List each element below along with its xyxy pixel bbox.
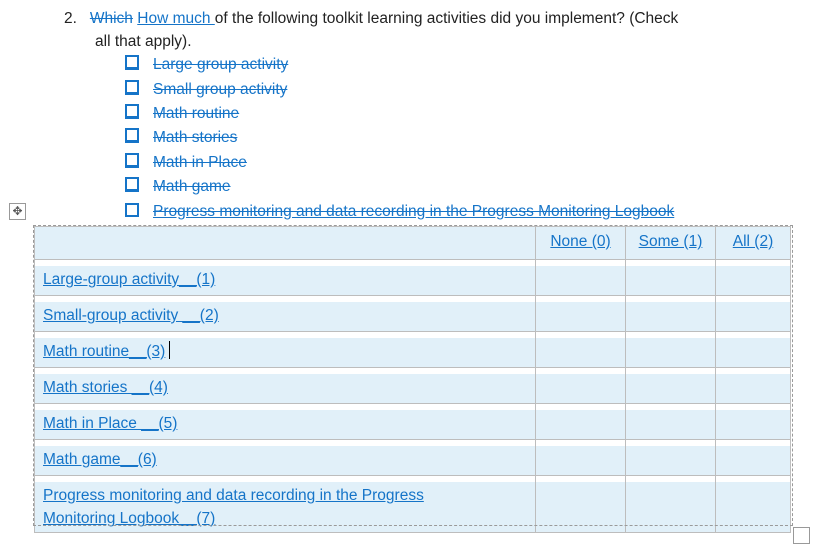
table-row: Progress monitoring and data recording i…	[34, 475, 791, 533]
checkbox-icon[interactable]	[125, 104, 139, 119]
checklist-item: Math game	[125, 177, 231, 197]
checklist-item: Large group activity	[125, 55, 288, 75]
activities-table: None (0) Some (1) All (2) Large-group ac…	[34, 226, 791, 533]
table-header-row: None (0) Some (1) All (2)	[34, 226, 791, 260]
inserted-text: How much	[137, 10, 215, 27]
table-row: Math game__(6)	[34, 439, 791, 476]
table-row: Large-group activity__(1)	[34, 259, 791, 296]
checkbox-icon[interactable]	[125, 80, 139, 95]
table-row: Small-group activity __(2)	[34, 295, 791, 332]
checkbox-icon[interactable]	[125, 203, 139, 217]
checklist-item: Math routine	[125, 104, 239, 124]
header-all: All (2)	[732, 233, 774, 250]
checkbox-icon[interactable]	[125, 128, 139, 143]
question-number: 2.	[64, 10, 77, 27]
table-row: Math routine__(3)	[34, 331, 791, 368]
header-none: None (0)	[550, 233, 611, 250]
checklist-item: Small group activity	[125, 80, 287, 100]
table-row: Math in Place __(5)	[34, 403, 791, 440]
text-cursor	[169, 341, 171, 359]
deleted-text: Which	[89, 10, 133, 27]
checklist-item: Math in Place	[125, 153, 247, 173]
resize-handle-icon[interactable]	[793, 527, 810, 544]
checklist-item: Math stories	[125, 128, 237, 148]
question-text: of the following toolkit learning activi…	[214, 10, 679, 27]
checklist-item: Progress monitoring and data recording i…	[125, 202, 674, 222]
table-row: Math stories __(4)	[34, 367, 791, 404]
question-line-1: 2. Which How much of the following toolk…	[64, 8, 678, 30]
header-some: Some (1)	[638, 233, 703, 250]
move-arrows-icon[interactable]: ✥	[9, 203, 26, 220]
checkbox-icon[interactable]	[125, 177, 139, 192]
checkbox-icon[interactable]	[125, 55, 139, 70]
question-line-2: all that apply).	[95, 33, 192, 50]
checkbox-icon[interactable]	[125, 153, 139, 168]
